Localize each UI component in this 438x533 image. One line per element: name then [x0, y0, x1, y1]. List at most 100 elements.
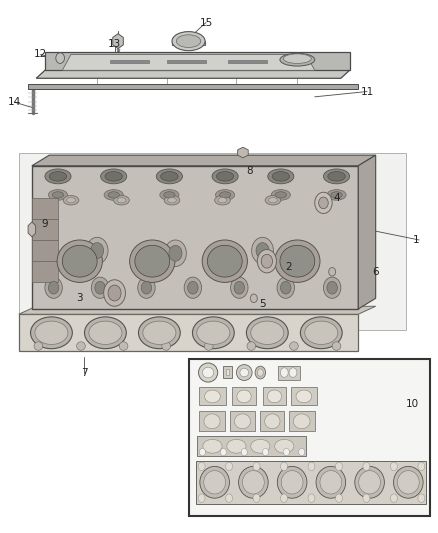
Text: 4: 4 — [333, 192, 340, 203]
Ellipse shape — [332, 342, 341, 350]
Ellipse shape — [95, 281, 105, 294]
Ellipse shape — [262, 448, 268, 456]
Polygon shape — [232, 387, 256, 406]
Ellipse shape — [192, 317, 234, 349]
Polygon shape — [197, 436, 306, 456]
Ellipse shape — [327, 190, 346, 200]
Polygon shape — [62, 54, 315, 70]
Ellipse shape — [216, 172, 234, 181]
Ellipse shape — [319, 197, 328, 209]
Ellipse shape — [227, 439, 246, 453]
Ellipse shape — [240, 368, 249, 377]
Ellipse shape — [327, 281, 337, 294]
Ellipse shape — [265, 196, 281, 205]
Ellipse shape — [336, 462, 343, 471]
Ellipse shape — [31, 317, 72, 349]
Ellipse shape — [45, 169, 71, 184]
Text: 12: 12 — [34, 50, 47, 59]
Text: 3: 3 — [76, 293, 83, 303]
Ellipse shape — [62, 245, 97, 277]
Ellipse shape — [138, 277, 155, 298]
Polygon shape — [289, 411, 315, 431]
Text: 5: 5 — [259, 298, 266, 309]
Ellipse shape — [135, 245, 170, 277]
Ellipse shape — [247, 317, 288, 349]
Polygon shape — [28, 222, 35, 237]
Ellipse shape — [280, 245, 315, 277]
Ellipse shape — [208, 245, 242, 277]
Polygon shape — [262, 387, 286, 406]
Text: 2: 2 — [285, 262, 292, 271]
Ellipse shape — [418, 462, 425, 471]
Ellipse shape — [363, 494, 370, 503]
Ellipse shape — [138, 317, 180, 349]
Ellipse shape — [45, 277, 62, 298]
Ellipse shape — [323, 169, 350, 184]
Ellipse shape — [161, 172, 178, 181]
Ellipse shape — [272, 172, 290, 181]
Polygon shape — [28, 84, 358, 89]
Ellipse shape — [300, 317, 342, 349]
Ellipse shape — [57, 240, 102, 282]
Ellipse shape — [251, 294, 257, 303]
Ellipse shape — [48, 190, 67, 200]
Ellipse shape — [253, 494, 260, 503]
Ellipse shape — [280, 368, 288, 377]
Ellipse shape — [328, 172, 345, 181]
Ellipse shape — [397, 471, 419, 494]
Ellipse shape — [363, 462, 370, 471]
Ellipse shape — [331, 192, 342, 198]
Ellipse shape — [198, 462, 205, 471]
Ellipse shape — [243, 471, 264, 494]
Polygon shape — [196, 461, 426, 504]
Ellipse shape — [141, 281, 152, 294]
Ellipse shape — [293, 414, 310, 429]
Ellipse shape — [35, 321, 68, 344]
Polygon shape — [291, 387, 317, 406]
Ellipse shape — [275, 192, 286, 198]
Ellipse shape — [160, 190, 179, 200]
Polygon shape — [167, 60, 206, 63]
Ellipse shape — [296, 390, 312, 403]
Ellipse shape — [89, 321, 122, 344]
Text: 10: 10 — [406, 399, 419, 409]
Ellipse shape — [86, 237, 108, 264]
Bar — [223, 366, 232, 378]
Ellipse shape — [101, 169, 127, 184]
Ellipse shape — [56, 53, 64, 63]
Ellipse shape — [172, 31, 205, 51]
Ellipse shape — [277, 277, 294, 298]
Polygon shape — [238, 147, 248, 158]
Polygon shape — [358, 155, 376, 309]
Ellipse shape — [299, 448, 305, 456]
Ellipse shape — [48, 281, 59, 294]
Ellipse shape — [280, 494, 287, 503]
Ellipse shape — [226, 494, 233, 503]
Ellipse shape — [165, 240, 186, 266]
Polygon shape — [32, 166, 358, 309]
Ellipse shape — [204, 414, 220, 429]
Ellipse shape — [280, 462, 287, 471]
Ellipse shape — [277, 466, 307, 498]
Text: 6: 6 — [372, 267, 379, 277]
Ellipse shape — [200, 466, 230, 498]
Ellipse shape — [104, 280, 125, 306]
Ellipse shape — [252, 237, 273, 264]
Ellipse shape — [156, 169, 183, 184]
Ellipse shape — [320, 471, 342, 494]
Ellipse shape — [271, 190, 290, 200]
Polygon shape — [19, 306, 376, 314]
Polygon shape — [278, 366, 300, 381]
Ellipse shape — [104, 190, 123, 200]
Ellipse shape — [239, 466, 268, 498]
Ellipse shape — [390, 494, 397, 503]
Bar — [226, 369, 230, 375]
Ellipse shape — [202, 240, 247, 282]
Ellipse shape — [218, 198, 227, 203]
Ellipse shape — [237, 390, 251, 403]
Bar — [188, 359, 430, 516]
Ellipse shape — [205, 342, 213, 350]
Ellipse shape — [234, 414, 251, 429]
Ellipse shape — [283, 54, 311, 63]
Text: 9: 9 — [42, 219, 48, 229]
